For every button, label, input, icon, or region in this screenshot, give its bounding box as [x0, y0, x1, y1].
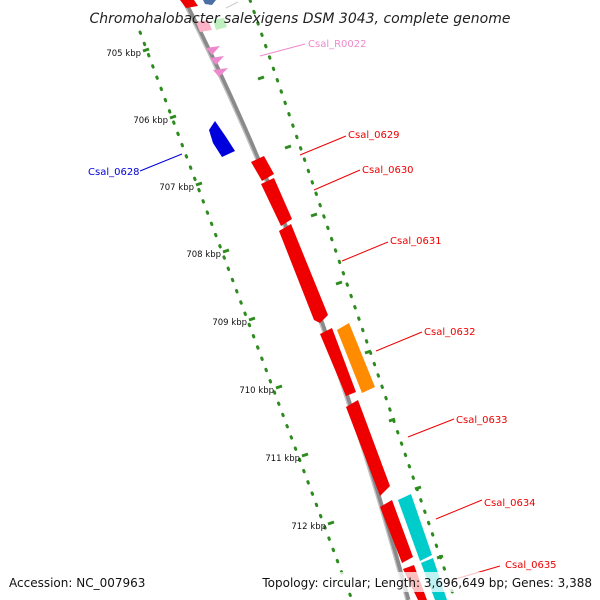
- gene-csal-0632-adjacent[interactable]: [320, 328, 356, 396]
- inner-dot-track: [138, 30, 354, 600]
- gene-leader-0631: [341, 241, 389, 262]
- gene-arrow-0632-adjacent[interactable]: [320, 328, 356, 396]
- gene-csal-0631[interactable]: Csal_0631: [279, 224, 442, 323]
- genome-backbone-highlight: [181, 0, 407, 600]
- gene-arrow-0633[interactable]: [346, 400, 390, 496]
- tick-mark: [222, 248, 230, 254]
- footer-backdrop: [0, 572, 600, 592]
- top-edge-features: [180, 0, 239, 32]
- tick-mark: [275, 384, 283, 390]
- gene-arrow-top-steel[interactable]: [203, 0, 216, 5]
- tick-mark: [301, 452, 309, 458]
- tick-mark: [327, 520, 335, 526]
- gene-arrow-r0022-a[interactable]: [206, 46, 220, 55]
- gene-arrow-top-green[interactable]: [213, 18, 227, 30]
- gene-csal-0634[interactable]: Csal_0634: [380, 498, 536, 563]
- gene-csal-0632[interactable]: Csal_0632: [337, 323, 476, 393]
- outer-tick: [388, 417, 396, 423]
- outer-tick: [364, 349, 372, 355]
- outer-tick: [257, 75, 265, 81]
- gene-label-0635[interactable]: Csal_0635: [505, 560, 557, 571]
- gene-leader-0628: [139, 153, 183, 172]
- gene-csal-0633[interactable]: Csal_0633: [346, 400, 508, 496]
- outer-tick: [335, 280, 343, 286]
- gene-csal-0628[interactable]: Csal_0628: [88, 121, 235, 178]
- gene-arrow-0628[interactable]: [209, 121, 235, 157]
- gene-csal-0629[interactable]: Csal_0629: [251, 130, 400, 181]
- tick-label: 709 kbp: [212, 318, 247, 328]
- gene-csal-0630[interactable]: Csal_0630: [261, 165, 414, 226]
- gene-csal-r0022[interactable]: Csal_R0022: [206, 39, 367, 77]
- outer-tick: [436, 554, 444, 560]
- gene-leader-0629: [299, 135, 347, 156]
- gene-label-0630[interactable]: Csal_0630: [362, 165, 414, 176]
- gene-arrow-top-red[interactable]: [180, 0, 198, 8]
- gene-leader-0630: [313, 169, 361, 191]
- dot-tracks: [138, 0, 457, 600]
- genome-backbone: [181, 0, 411, 600]
- gene-arrow-r0022-c[interactable]: [213, 68, 228, 77]
- topology-text: Topology: circular; Length: 3,696,649 bp…: [261, 576, 592, 590]
- outer-tick-marks: [257, 75, 444, 560]
- tick-mark: [248, 316, 256, 322]
- tick-label: 711 kbp: [265, 454, 300, 464]
- tick-label: 706 kbp: [133, 116, 168, 126]
- gene-leader-0632: [375, 331, 423, 352]
- gene-arrow-cyan-a[interactable]: [398, 494, 432, 561]
- map-title: Chromohalobacter salexigens DSM 3043, co…: [90, 11, 511, 27]
- gene-arrow-0631[interactable]: [279, 224, 328, 323]
- tick-label: 710 kbp: [239, 386, 274, 396]
- gene-label-0632[interactable]: Csal_0632: [424, 327, 476, 338]
- gene-leader-r0022: [259, 43, 306, 57]
- tick-marks: 705 kbp 706 kbp 707 kbp 708 kbp 709 kbp 710 k…: [106, 47, 335, 532]
- gene-arrow-r0022-b[interactable]: [210, 56, 224, 65]
- tick-label: 707 kbp: [159, 183, 194, 193]
- gene-label-0629[interactable]: Csal_0629: [348, 130, 400, 141]
- outer-dot-track: [248, 0, 457, 600]
- gene-label-0633[interactable]: Csal_0633: [456, 415, 508, 426]
- gene-arrow-top-pink[interactable]: [196, 20, 212, 32]
- gene-label-0628[interactable]: Csal_0628: [88, 167, 140, 178]
- tick-mark: [169, 114, 177, 120]
- gene-arrow-0629[interactable]: [251, 156, 274, 181]
- tick-mark: [142, 47, 150, 53]
- gene-label-r0022[interactable]: Csal_R0022: [308, 39, 367, 50]
- tick-label: 708 kbp: [186, 250, 221, 260]
- tick-mark: [195, 181, 203, 187]
- gene-label-0631[interactable]: Csal_0631: [390, 236, 442, 247]
- top-connector: [225, 1, 239, 9]
- outer-tick: [284, 144, 292, 150]
- gene-label-0634[interactable]: Csal_0634: [484, 498, 536, 509]
- outer-tick: [310, 212, 318, 218]
- tick-label: 705 kbp: [106, 49, 141, 59]
- tick-label: 712 kbp: [291, 522, 326, 532]
- gene-leader-0634: [435, 499, 483, 520]
- accession-text: Accession: NC_007963: [9, 576, 145, 590]
- outer-tick: [414, 485, 422, 491]
- gene-arrow-0632[interactable]: [337, 323, 375, 393]
- gene-arrow-0630[interactable]: [261, 178, 292, 226]
- gene-arrow-0634[interactable]: [380, 500, 413, 563]
- gene-leader-0633: [407, 418, 455, 438]
